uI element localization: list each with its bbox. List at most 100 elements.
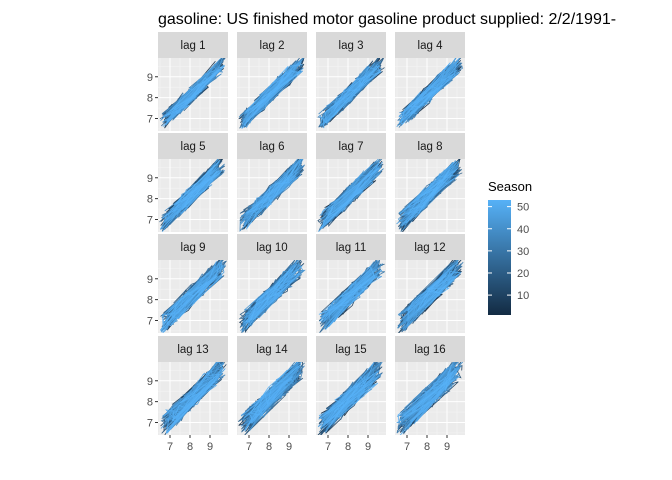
lag-series-line — [322, 373, 379, 418]
facet-strip-label: lag 4 — [418, 40, 444, 52]
facet-panel: lag 9 — [158, 234, 228, 333]
lag-series-line — [399, 86, 438, 125]
lag-lines — [317, 362, 383, 435]
x-tick-label: 8 — [187, 441, 193, 453]
x-tick-label: 7 — [404, 441, 410, 453]
lag-lines — [160, 362, 227, 435]
facet-strip — [395, 234, 465, 260]
lag-series-line — [397, 366, 455, 423]
facet-strip — [158, 234, 228, 260]
facet-panel: lag 1 — [158, 32, 228, 131]
facet-strip — [158, 32, 228, 58]
facet-panel: lag 11 — [316, 234, 386, 333]
lag-series-line — [248, 376, 293, 425]
facet-strip-label: lag 14 — [256, 344, 288, 356]
facet-panel: lag 7 — [316, 133, 386, 232]
facet-strip — [237, 133, 307, 159]
x-tick-label: 9 — [207, 441, 213, 453]
lag-series-line — [409, 169, 451, 214]
facet-strip — [158, 133, 228, 159]
lag-lines — [317, 58, 385, 129]
lag-series-line — [242, 175, 291, 229]
facet-strip-label: lag 12 — [414, 242, 445, 254]
lag-series-line — [321, 269, 383, 330]
lag-lines — [160, 260, 227, 333]
facet-panel: lag 14 — [237, 336, 307, 435]
facet-strip — [395, 133, 465, 159]
lag-series-line — [398, 377, 452, 422]
facet-strip-label: lag 1 — [181, 40, 206, 52]
lag-series-line — [245, 164, 298, 230]
y-tick-label: 7 — [147, 214, 153, 226]
lag-series-line — [241, 69, 293, 129]
lag-lines — [318, 260, 385, 333]
lag-series-line — [169, 69, 220, 112]
legend-tick-label: 20 — [517, 268, 529, 280]
season-legend: Season 10 20 30 40 50 — [488, 179, 532, 315]
y-tick-label: 8 — [147, 194, 153, 206]
lag-lines — [159, 159, 226, 232]
facet-strip-label: lag 9 — [181, 242, 206, 254]
facet-strip-label: lag 10 — [256, 242, 287, 254]
facet-strip-label: lag 16 — [414, 344, 445, 356]
facet-strip — [158, 336, 228, 362]
lag-series-line — [407, 271, 462, 328]
lag-lines — [396, 260, 464, 333]
legend-tick-label: 10 — [517, 290, 529, 302]
lag-series-line — [162, 67, 223, 127]
y-tick-label: 8 — [147, 295, 153, 307]
x-tick-label: 9 — [444, 441, 450, 453]
lag-series-line — [326, 370, 380, 428]
facet-panel: lag 16 — [395, 336, 465, 435]
facet-strip — [237, 32, 307, 58]
y-tick-label: 8 — [147, 397, 153, 409]
facet-strip-label: lag 6 — [260, 141, 285, 153]
y-tick-label: 9 — [147, 376, 153, 388]
lag-lines — [159, 58, 226, 129]
lag-series-line — [246, 268, 291, 330]
lag-lines — [396, 58, 464, 128]
legend-tick-label: 30 — [517, 246, 529, 258]
lag-series-line — [416, 273, 458, 312]
lag-series-line — [162, 272, 208, 333]
lag-series-line — [171, 374, 220, 427]
lag-series-line — [251, 173, 302, 207]
y-tick-label: 9 — [147, 173, 153, 185]
lag-series-line — [243, 381, 289, 432]
lag-lines — [396, 159, 463, 232]
x-tick-label: 8 — [266, 441, 272, 453]
lag-lines — [238, 260, 306, 333]
facet-strip — [316, 336, 386, 362]
lag-series-line — [319, 179, 360, 220]
y-axis-ticks: 7 8 9 7 8 9 7 8 9 7 8 9 — [147, 72, 158, 429]
facet-strip-label: lag 15 — [335, 344, 366, 356]
lag-lines — [238, 58, 305, 129]
x-tick-label: 8 — [424, 441, 430, 453]
x-tick-label: 9 — [365, 441, 371, 453]
lag-lines — [237, 362, 305, 435]
lag-series-line — [166, 261, 223, 327]
lag-series-line — [319, 267, 373, 323]
lag-series-line — [160, 275, 218, 331]
lag-series-line — [165, 371, 223, 435]
lag-lines — [239, 159, 306, 232]
lag-series-line — [407, 273, 460, 311]
lag-series-line — [320, 180, 374, 229]
lag-series-line — [173, 159, 221, 210]
facet-panel: lag 3 — [316, 32, 386, 131]
y-tick-label: 7 — [147, 315, 153, 327]
x-axis-ticks: 7 8 9 7 8 9 7 8 9 7 8 9 — [167, 435, 450, 453]
facet-strip-label: lag 5 — [181, 141, 206, 153]
lag-lines — [317, 159, 384, 232]
facet-panel: lag 4 — [395, 32, 465, 131]
lag-series-line — [249, 362, 300, 417]
facet-strip-label: lag 7 — [339, 141, 364, 153]
x-tick-label: 7 — [246, 441, 252, 453]
x-tick-label: 7 — [167, 441, 173, 453]
legend-ticks: 10 20 30 40 50 — [488, 202, 529, 302]
facet-panel: lag 13 — [158, 336, 228, 435]
facet-strip-label: lag 11 — [336, 242, 366, 254]
x-tick-label: 8 — [345, 441, 351, 453]
facet-strip — [237, 336, 307, 362]
legend-colorbar — [488, 200, 511, 315]
